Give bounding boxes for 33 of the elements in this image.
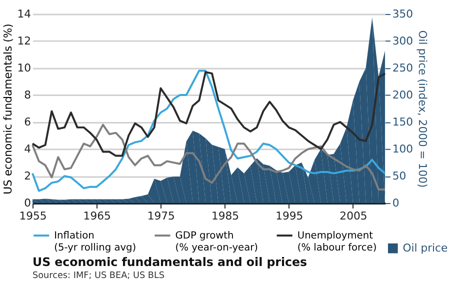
x-tick-label: 1955 <box>19 209 47 222</box>
line-series <box>32 124 386 191</box>
source-note: Sources: IMF; US BEA; US BLS <box>32 270 165 281</box>
line-series <box>32 71 386 157</box>
x-tick-label: 1965 <box>83 209 111 222</box>
y-tick-label: 10 <box>17 61 32 74</box>
x-tick-label: 1975 <box>147 209 175 222</box>
y2-tick-label: 250 <box>392 61 414 74</box>
y-axis-title: US economic fundamentals (%) <box>1 24 14 194</box>
y2-tick-label: 0 <box>392 196 400 210</box>
x-tick-label: 1985 <box>211 209 240 222</box>
y2-tick-label: 150 <box>392 115 414 128</box>
y-tick-label: 2 <box>24 169 32 182</box>
legend-label: Unemployment (% labour force) <box>297 230 377 254</box>
y-tick-label: 6 <box>24 115 32 128</box>
legend-label: Inflation (5-yr rolling avg) <box>54 230 136 254</box>
text: US economic fundamentals and oil prices <box>32 255 308 270</box>
legend-label: Oil price <box>402 241 448 254</box>
y-tick-label: 14 <box>17 7 32 20</box>
y2-tick-label: 300 <box>392 34 414 48</box>
y-tick-label: 8 <box>24 88 32 102</box>
y2-tick-label: 350 <box>392 7 414 20</box>
x-tick-label: 2005 <box>340 209 368 222</box>
y2-tick-label: 100 <box>392 142 414 156</box>
x-tick-label: 1995 <box>276 209 304 222</box>
line-series <box>32 70 386 192</box>
y2-axis-title: Oil price (index, 2000 = 100) <box>416 30 429 188</box>
y-tick-label: 4 <box>24 142 32 156</box>
legend-label: GDP growth (% year-on-year) <box>175 230 258 254</box>
y2-tick-label: 50 <box>392 169 406 182</box>
y2-tick-label: 200 <box>392 88 414 102</box>
y-tick-label: 12 <box>17 34 32 48</box>
y-tick-label: 0 <box>24 196 32 210</box>
